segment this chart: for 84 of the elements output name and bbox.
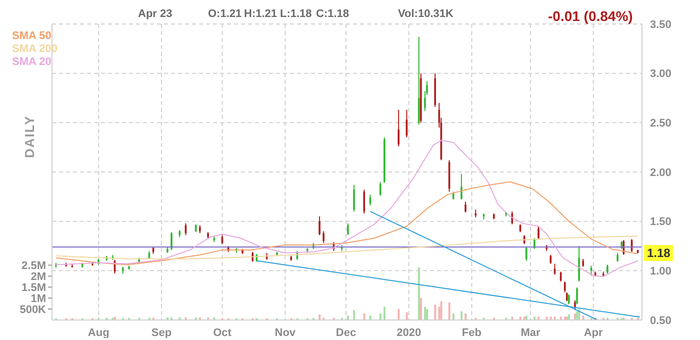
bar xyxy=(424,306,426,320)
bar xyxy=(440,301,442,320)
text: -0.01 (0.84%) xyxy=(548,8,633,24)
bar xyxy=(434,304,436,320)
bar xyxy=(452,313,454,320)
bar xyxy=(538,316,540,320)
y-tick-label: 0.50 xyxy=(650,314,672,327)
candlestick xyxy=(460,173,462,200)
bar xyxy=(383,306,386,320)
bar xyxy=(418,267,420,320)
text: DAILY xyxy=(22,115,37,158)
candlestick xyxy=(252,251,254,262)
candlestick xyxy=(578,246,580,282)
bar xyxy=(448,302,450,320)
text: SMA 20 xyxy=(12,56,52,69)
bar xyxy=(464,313,467,320)
bar xyxy=(363,313,366,320)
bar xyxy=(369,316,372,320)
candlestick xyxy=(363,189,366,214)
x-tick-label: Oct xyxy=(213,326,232,339)
y2-tick-label: 500K xyxy=(20,304,46,316)
y-tick-label: 1.50 xyxy=(650,216,672,228)
bar xyxy=(566,316,568,320)
candlestick xyxy=(511,210,514,225)
bar xyxy=(426,309,428,320)
bar xyxy=(519,316,522,320)
x-tick-label: Mar xyxy=(520,326,541,339)
line-series xyxy=(56,236,638,260)
bar xyxy=(582,316,584,320)
bar xyxy=(347,316,349,320)
x-tick-label: Sep xyxy=(151,326,172,339)
candlestick xyxy=(574,300,576,311)
text: L:1.18 xyxy=(280,8,312,20)
text: Vol:10.31K xyxy=(398,8,454,20)
bar xyxy=(560,316,562,320)
candlestick xyxy=(564,281,566,293)
bar xyxy=(534,316,536,320)
text: O:1.21 xyxy=(208,8,242,20)
bar xyxy=(353,310,356,320)
y-tick-label: 1.00 xyxy=(650,266,672,278)
bar xyxy=(511,316,514,320)
candlestick xyxy=(347,222,349,236)
candlestick xyxy=(568,294,570,305)
y2-tick-label: 1M xyxy=(30,292,46,305)
annotation: 1.18 xyxy=(644,244,674,261)
bar xyxy=(406,312,408,320)
y2-tick-label: 2.5M xyxy=(22,260,46,272)
bar xyxy=(550,316,552,320)
y-tick-label: 2.00 xyxy=(650,166,672,179)
line-series xyxy=(56,181,638,266)
candlestick xyxy=(464,201,466,213)
candlestick xyxy=(170,232,172,250)
bar xyxy=(564,316,566,320)
bar xyxy=(420,298,422,320)
candlestick xyxy=(622,240,625,256)
candlestick xyxy=(379,181,382,196)
bar xyxy=(546,316,548,320)
text: SMA 200 xyxy=(12,43,58,56)
candlestick xyxy=(398,109,400,147)
y-tick-label: 3.00 xyxy=(650,68,672,80)
candlestick xyxy=(576,286,578,305)
text: SMA 50 xyxy=(12,30,52,43)
bar xyxy=(398,309,400,320)
y2-tick-label: 2M xyxy=(30,271,46,284)
x-tick-label: Dec xyxy=(336,326,356,339)
y2-tick-label: 1.5M xyxy=(22,282,46,294)
y-tick-label: 3.50 xyxy=(650,18,672,31)
candlestick xyxy=(538,226,540,240)
bar xyxy=(379,313,382,320)
bar xyxy=(460,311,463,320)
text: H:1.21 xyxy=(244,8,278,20)
candlestick xyxy=(318,216,320,236)
x-tick-label: Nov xyxy=(274,326,296,339)
x-tick-label: 2020 xyxy=(396,326,422,339)
x-tick-label: Apr xyxy=(584,326,604,339)
x-tick-label: Feb xyxy=(462,326,482,339)
bar xyxy=(554,316,556,320)
text: C:1.18 xyxy=(316,8,350,20)
x-tick-label: Aug xyxy=(88,326,110,339)
bar xyxy=(318,314,321,320)
y-tick-label: 2.50 xyxy=(650,118,672,130)
text: Apr 23 xyxy=(138,8,172,20)
candlestick xyxy=(322,230,324,244)
candlestick xyxy=(353,184,355,212)
